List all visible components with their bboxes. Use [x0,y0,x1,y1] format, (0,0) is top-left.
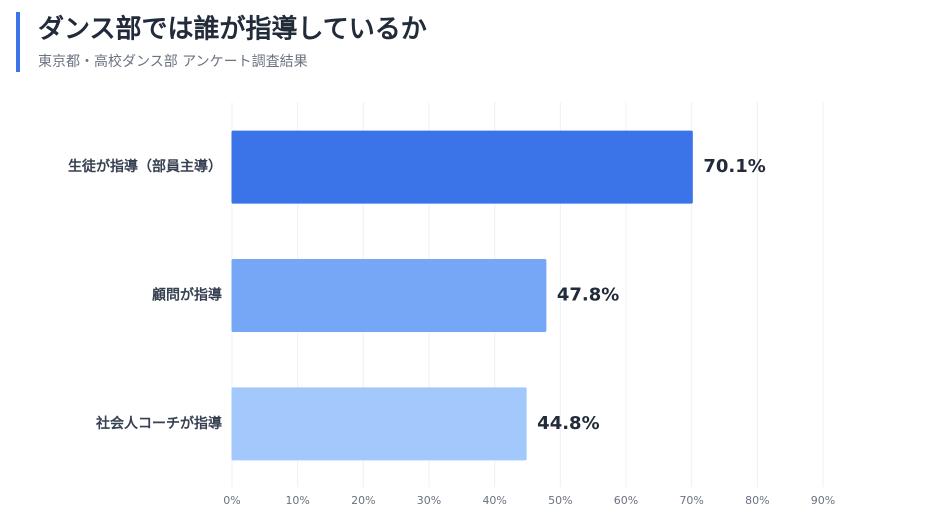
x-tick-label: 40% [482,494,506,507]
title-accent [16,12,20,72]
value-label: 47.8% [557,285,619,306]
x-tick-label: 70% [679,494,703,507]
x-tick-label: 30% [417,494,441,507]
x-tick-label: 10% [285,494,309,507]
chart-subtitle: 東京都・高校ダンス部 アンケート調査結果 [38,53,308,70]
bar [231,387,527,461]
x-tick-label: 20% [351,494,375,507]
bar [231,259,547,332]
x-tick-label: 90% [811,494,835,507]
y-tick-label: 生徒が指導（部員主導） [68,158,222,175]
x-tick-label: 50% [548,494,572,507]
y-tick-label: 顧問が指導 [152,287,222,304]
bar [231,130,693,204]
value-label: 70.1% [703,156,765,177]
x-tick-label: 0% [223,494,240,507]
y-tick-label: 社会人コーチが指導 [95,415,222,432]
x-tick-label: 60% [614,494,638,507]
chart-title: ダンス部では誰が指導しているか [38,14,427,45]
value-label: 44.8% [537,413,599,434]
x-tick-label: 80% [745,494,769,507]
